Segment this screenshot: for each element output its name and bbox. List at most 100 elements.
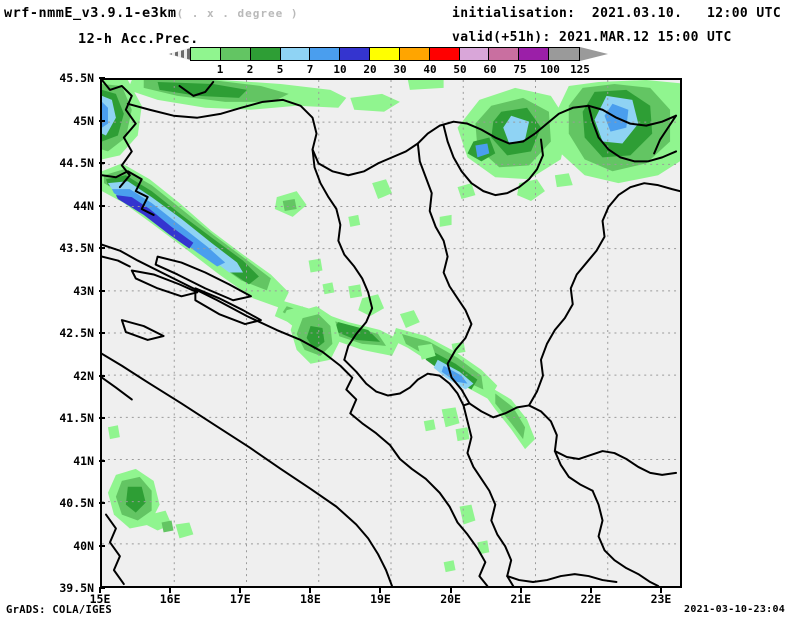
y-axis-tick-mark [99,587,105,589]
x-axis-tick-label: 17E [229,592,251,606]
colorbar-tick-10: 10 [333,63,347,76]
precip-region-dinaric-band [102,163,289,309]
precip-cell-ne-small-4 [554,173,573,188]
precip-cell-bosnia-4 [348,284,363,299]
precip-region-northeast-west-lobe [457,87,569,180]
y-axis-tick-mark [99,459,105,462]
grid-resolution-note: ( . x . degree ) [176,7,299,20]
x-axis-tick-label: 21E [510,592,532,606]
precip-cell-ne-edge [407,80,444,90]
colorbar-swatch-40 [399,48,430,60]
x-axis-tick-label: 18E [299,592,321,606]
colorbar-swatch-5 [250,48,281,60]
precip-cell-albania-2 [477,540,490,555]
precip-cell-kosovo-1 [441,407,460,428]
initialisation-time: initialisation: 2021.03.10. 12:00 UTC [452,6,782,21]
precip-region-southern-italy [107,468,160,529]
x-axis-tick-mark [449,587,452,593]
y-axis-tick-label: 44.5N [59,156,94,170]
x-axis-tick-label: 19E [370,592,391,606]
x-axis-tick-mark [659,587,662,593]
y-axis-tick-label: 45N [73,113,94,128]
colorbar-swatch-50 [429,48,460,60]
x-axis-tick-label: 23E [650,592,672,606]
precip-region-north-croatia [127,80,400,112]
y-axis-tick-label: 42.5N [59,326,94,340]
precip-cell-albania-1 [459,504,476,525]
model-title: wrf-nmmE_v3.9.1-e3km( . x . degree ) [4,5,299,21]
x-axis-tick-mark [519,587,522,593]
precip-cell-italy-4 [107,425,120,440]
precip-cell-italy-5 [161,520,174,533]
precip-cell-ne-small-2 [457,183,476,200]
y-axis-tick-mark [99,162,105,164]
y-axis-tick-mark [99,204,105,207]
precip-cell-interior-2 [372,179,392,200]
colorbar-tick-5: 5 [276,63,284,76]
map-plot-area [100,78,682,588]
precip-region-montenegro-coast [290,306,341,364]
y-axis-tick-label: 40.5N [59,496,94,510]
precipitation-map [102,80,680,586]
y-axis-tick-label: 40N [73,538,94,553]
colorbar-tick-40: 40 [423,63,437,76]
precip-cell-kosovo-2 [455,427,470,442]
precip-region-northeast [550,80,680,184]
precip-cell-coast-2 [399,310,420,329]
precip-cell-albania-3 [443,560,456,573]
x-axis-tick-label: 22E [580,592,602,606]
colorbar-above-max-arrow [580,47,608,61]
y-axis-tick-mark [99,119,105,122]
y-axis-tick-label: 42N [73,368,94,383]
colorbar-tick-75: 75 [513,63,527,76]
colorbar-swatch-60 [459,48,490,60]
colorbar-tick-125: 125 [570,63,590,76]
x-axis-tick-label: 15E [89,592,111,606]
x-axis-tick-mark [589,587,592,593]
colorbar-swatch-100 [519,48,550,60]
precip-cell-coast-3 [417,343,436,360]
y-axis-tick-label: 45.5N [59,71,94,85]
map-borders [102,80,680,586]
x-axis-tick-mark [379,587,382,593]
y-axis-tick-mark [99,332,105,334]
colorbar-swatch-7 [280,48,311,60]
colorbar-below-min-arrow [168,47,192,61]
y-axis-tick-mark [99,544,105,547]
colorbar-tick-60: 60 [483,63,497,76]
colorbar-tick-1: 1 [216,63,224,76]
precip-cell-interior-3 [348,214,361,227]
colorbar-tick-2: 2 [246,63,254,76]
x-axis-tick-label: 16E [159,592,181,606]
colorbar-tick-50: 50 [453,63,467,76]
precip-cell-italy-3 [175,522,194,539]
precip-region-southeast-tail [485,387,536,450]
colorbar-swatch-125 [549,48,579,60]
x-axis-tick-mark [239,587,242,593]
colorbar-swatch-2 [220,48,251,60]
colorbar-track [190,47,580,61]
y-axis-tick-mark [99,77,105,79]
colorbar-swatch-30 [370,48,400,60]
x-axis-tick-label: 20E [440,592,461,606]
precip-cell-ne-small-3 [439,214,452,227]
y-axis-tick-label: 43.5N [59,241,94,255]
model-title-text: wrf-nmmE_v3.9.1-e3km [4,5,177,21]
footer-timestamp: 2021-03-10-23:04 [684,604,786,615]
colorbar-swatch-10 [310,48,341,60]
y-axis-tick-mark [99,289,105,292]
y-axis-tick-label: 41N [73,453,94,468]
field-title: 12-h Acc.Prec. [78,31,199,47]
x-axis-tick-mark [169,587,172,593]
colorbar-tick-100: 100 [540,63,560,76]
y-axis-tick-label: 41.5N [59,411,94,425]
x-axis-tick-mark [99,587,101,593]
precip-cell-bosnia-1-core [282,199,297,211]
colorbar-swatch-1 [191,48,221,60]
valid-time: valid(+51h): 2021.MAR.12 15:00 UTC [452,30,732,45]
y-axis-tick-mark [99,502,105,504]
footer-credit: GrADS: COLA/IGES [6,604,112,616]
colorbar-legend: 1 2 5 7 10 20 30 40 50 60 75 100 125 [168,47,608,76]
y-axis-tick-label: 43N [73,283,94,298]
precip-cell-bosnia-3 [322,282,335,295]
